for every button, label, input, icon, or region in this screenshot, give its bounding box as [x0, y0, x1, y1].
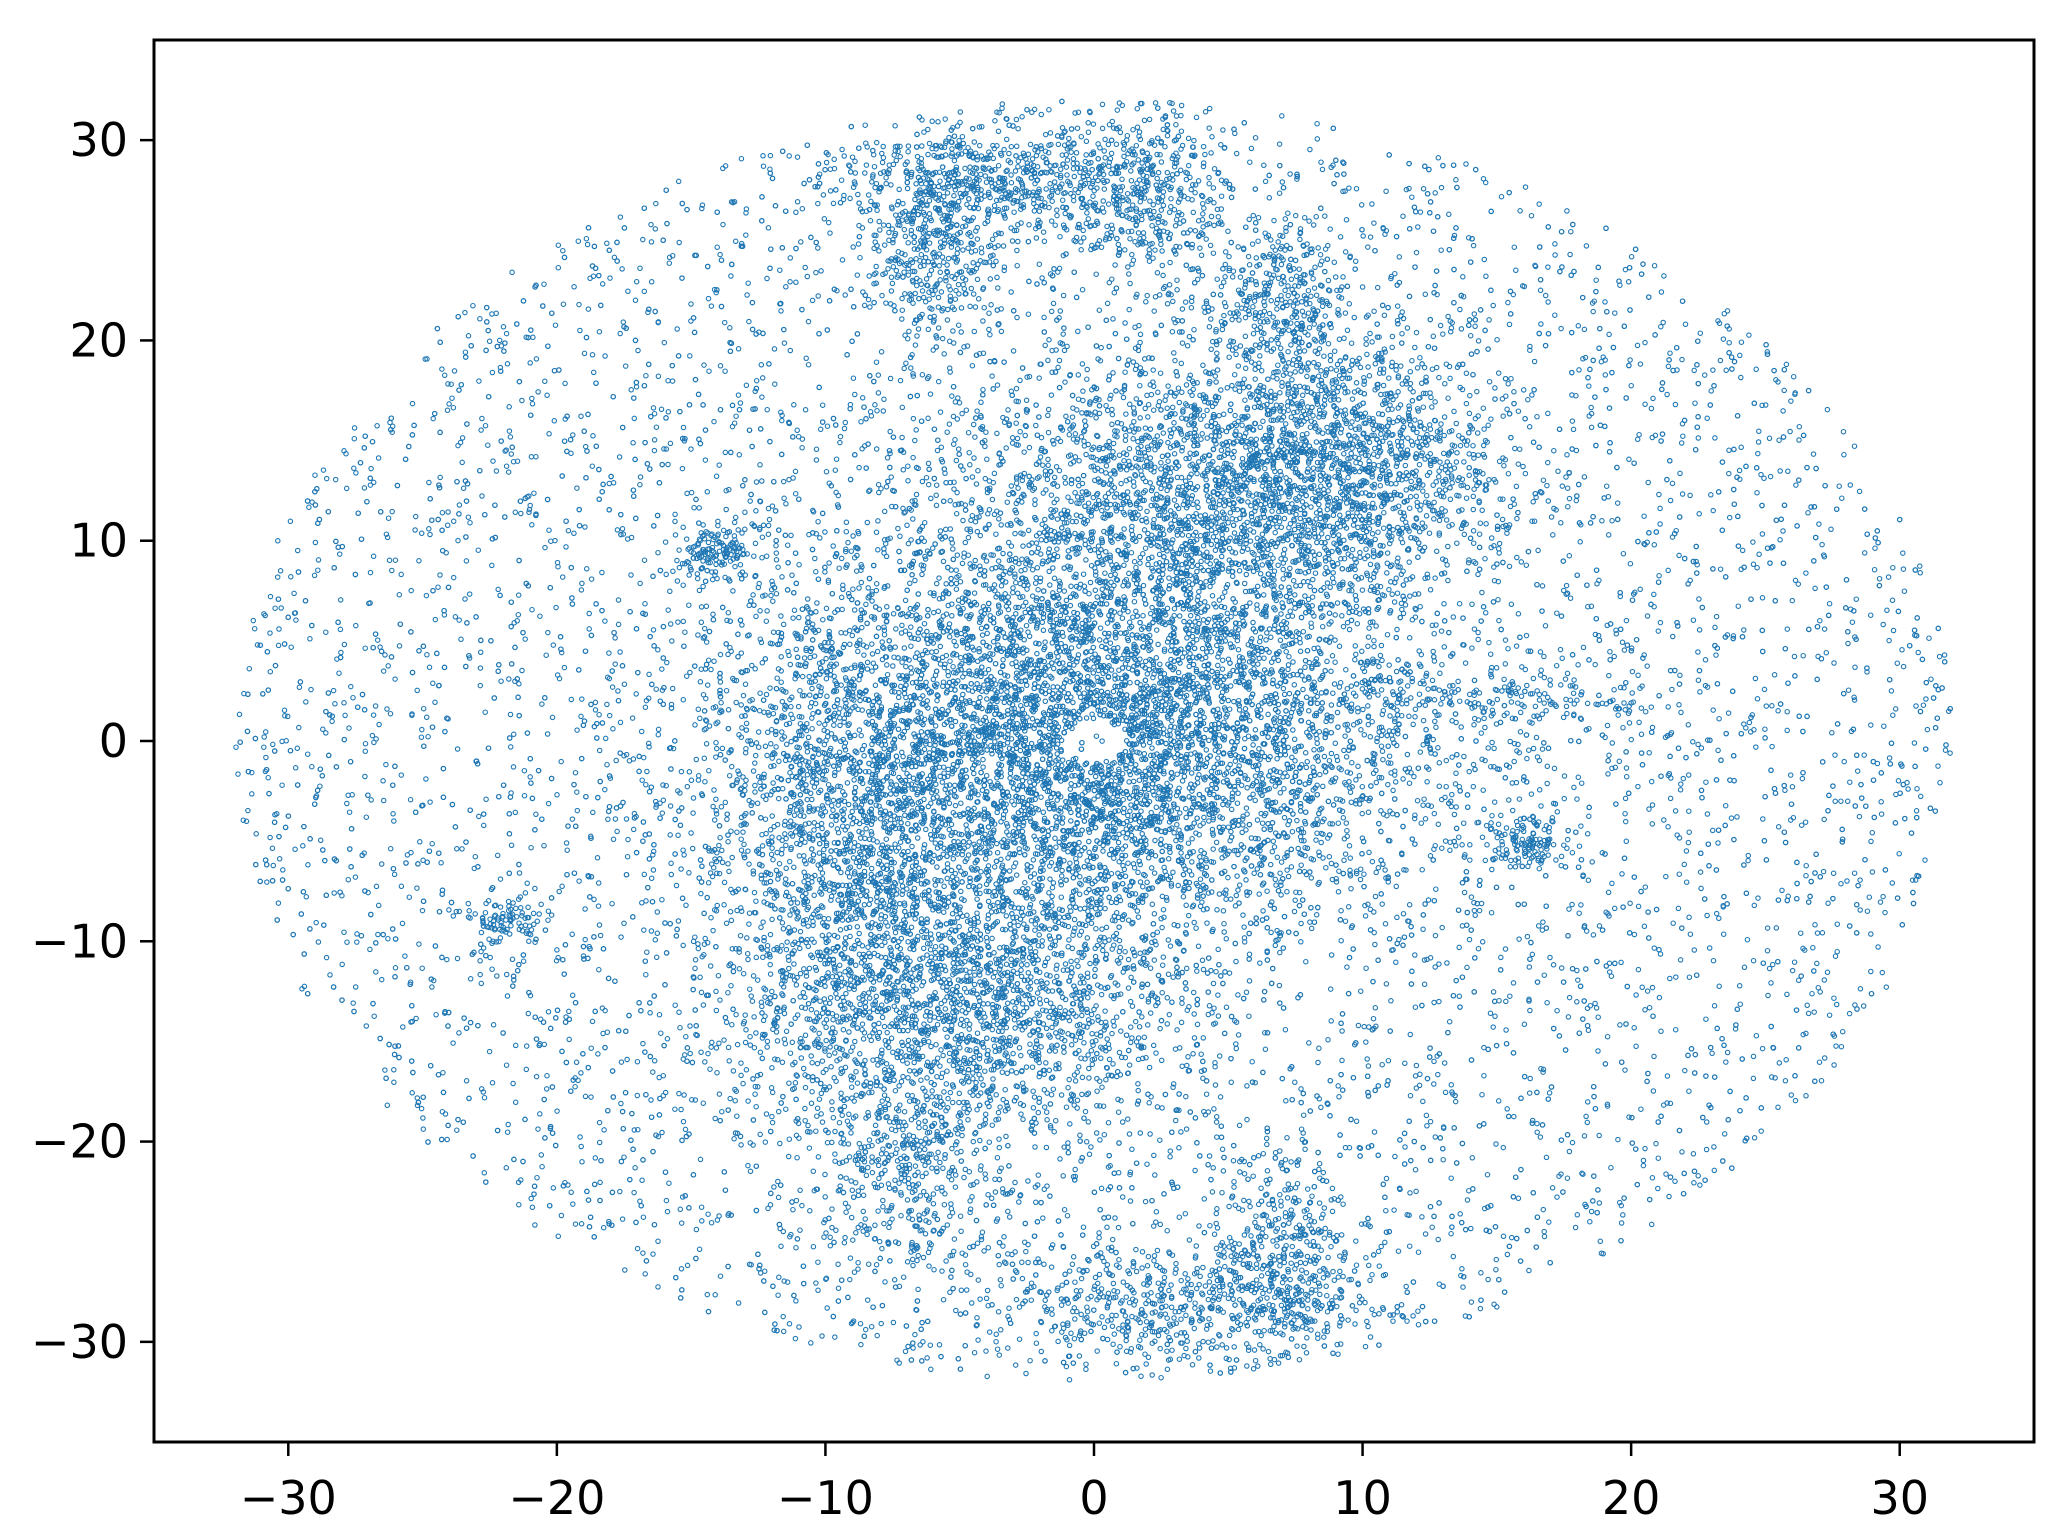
- chart-background: [0, 0, 2064, 1530]
